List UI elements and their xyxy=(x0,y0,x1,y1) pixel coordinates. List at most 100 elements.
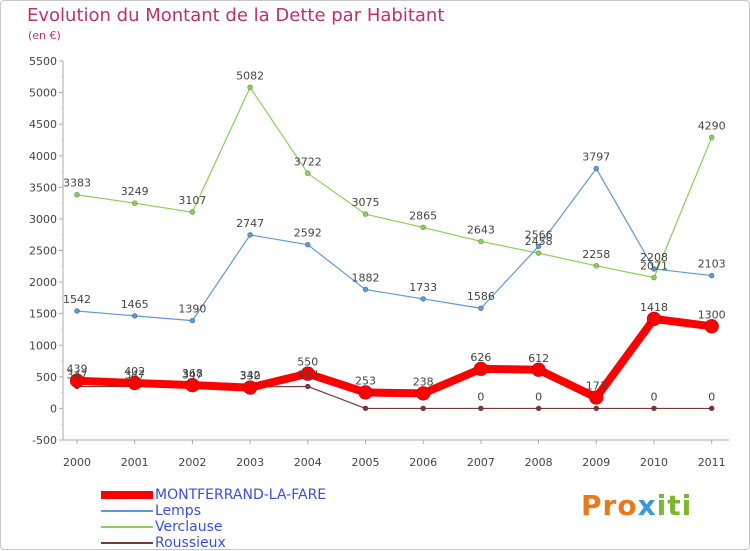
data-label: 1418 xyxy=(640,301,668,314)
data-label: 439 xyxy=(67,363,88,376)
data-point xyxy=(420,224,427,231)
data-point xyxy=(74,308,80,314)
x-tick-label: 2001 xyxy=(121,456,149,469)
data-label: 2103 xyxy=(698,258,726,271)
x-tick-label: 2010 xyxy=(640,456,668,469)
data-label: 5082 xyxy=(236,69,264,82)
data-point xyxy=(131,200,138,206)
data-point xyxy=(531,362,546,378)
data-label: 1542 xyxy=(63,293,91,306)
y-tick-label: 0 xyxy=(50,402,57,415)
data-label: 3383 xyxy=(63,177,91,190)
y-tick-label: 5500 xyxy=(29,55,57,68)
data-label: 330 xyxy=(240,370,261,383)
legend-swatch xyxy=(101,510,153,512)
data-label: 2258 xyxy=(582,248,610,261)
x-tick-label: 2005 xyxy=(352,456,380,469)
data-point xyxy=(651,405,657,412)
data-label: 347 xyxy=(124,368,145,381)
y-tick-label: 2500 xyxy=(29,245,57,258)
data-label: 173 xyxy=(586,379,607,392)
y-tick-label: 1000 xyxy=(29,339,57,352)
series-line-verclause xyxy=(76,86,713,279)
data-label: 402 xyxy=(124,365,145,378)
y-tick-label: 500 xyxy=(36,371,57,384)
x-tick-label: 2011 xyxy=(698,456,726,469)
data-point xyxy=(304,170,311,177)
data-point xyxy=(189,317,196,324)
chart-subtitle: (en €) xyxy=(28,29,61,42)
legend-swatch xyxy=(101,526,153,528)
data-label: 0 xyxy=(477,390,484,403)
data-label: 3107 xyxy=(178,194,206,207)
x-tick-label: 2003 xyxy=(236,456,264,469)
data-point xyxy=(593,165,600,172)
data-label: 2566 xyxy=(525,228,553,241)
data-point xyxy=(535,405,542,412)
data-label: 347 xyxy=(67,368,88,381)
data-label: 3249 xyxy=(121,185,149,198)
data-label: 1390 xyxy=(178,303,206,316)
data-point xyxy=(704,318,720,334)
data-label: 1733 xyxy=(409,281,437,294)
data-point xyxy=(415,386,431,401)
data-point xyxy=(127,375,142,391)
data-point xyxy=(185,377,200,393)
data-label: 4290 xyxy=(698,119,726,132)
y-tick-label: 3500 xyxy=(29,181,57,194)
y-tick-label: 4000 xyxy=(29,150,57,163)
data-label: 2071 xyxy=(640,260,668,273)
data-point xyxy=(708,134,715,141)
x-tick-label: 2007 xyxy=(467,456,495,469)
data-point xyxy=(247,232,253,238)
data-label: 2643 xyxy=(467,223,495,236)
data-point xyxy=(74,191,80,198)
legend-swatch xyxy=(101,542,153,544)
y-tick-label: 3000 xyxy=(29,213,57,226)
x-tick-label: 2008 xyxy=(525,456,553,469)
data-label: 0 xyxy=(708,390,715,403)
y-tick-label: 1500 xyxy=(29,308,57,321)
data-label: 1465 xyxy=(121,298,149,311)
y-tick-label: 5000 xyxy=(29,87,57,100)
legend-label: Roussieux xyxy=(155,535,226,551)
x-tick-label: 2006 xyxy=(409,456,437,469)
legend-swatch xyxy=(101,491,153,499)
data-label: 2747 xyxy=(236,217,264,230)
series-line-lemps xyxy=(76,167,713,322)
data-label: 342 xyxy=(240,369,261,382)
data-label: 1300 xyxy=(698,308,726,321)
data-label: 1586 xyxy=(467,290,495,303)
y-tick-label: -500 xyxy=(32,434,57,447)
data-point xyxy=(300,366,316,381)
data-point xyxy=(131,313,138,319)
data-point xyxy=(304,383,311,390)
chart-title: Evolution du Montant de la Dette par Hab… xyxy=(27,5,445,26)
data-label: 238 xyxy=(413,375,434,388)
data-label: 2592 xyxy=(294,227,322,240)
data-label: 253 xyxy=(355,374,376,387)
data-point xyxy=(535,250,542,256)
data-point xyxy=(304,241,311,248)
data-point xyxy=(651,266,657,272)
data-label: 3722 xyxy=(294,155,322,168)
data-point xyxy=(362,405,369,412)
data-point xyxy=(420,405,427,412)
data-point xyxy=(420,296,427,302)
data-point xyxy=(247,84,253,91)
y-tick-label: 4500 xyxy=(29,118,57,131)
proxiti-logo: Proxiti xyxy=(581,489,693,522)
data-point xyxy=(708,272,715,279)
legend-label: MONTFERRAND-LA-FARE xyxy=(155,487,327,503)
data-label: 3075 xyxy=(352,196,380,209)
data-point xyxy=(242,380,258,395)
data-point xyxy=(189,209,196,215)
data-point xyxy=(593,405,600,412)
data-label: 0 xyxy=(651,390,658,403)
x-tick-label: 2004 xyxy=(294,456,322,469)
data-point xyxy=(478,238,484,245)
legend-label: Verclause xyxy=(155,519,223,535)
data-label: 3797 xyxy=(582,151,610,164)
